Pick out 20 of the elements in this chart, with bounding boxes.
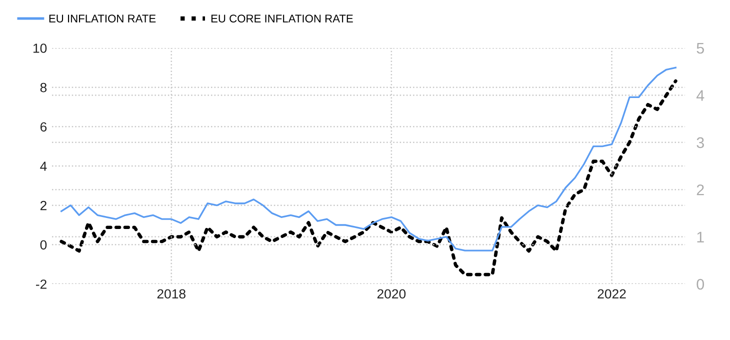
x-tick-label: 2018 bbox=[157, 289, 186, 299]
y-tick-label: 4 bbox=[40, 162, 47, 171]
y2-tick-label: 1 bbox=[697, 232, 704, 242]
y-tick-label: 6 bbox=[40, 122, 47, 132]
y2-tick-label: 3 bbox=[696, 137, 704, 148]
y-tick-label: 8 bbox=[40, 82, 47, 92]
y-tick-label: 0 bbox=[40, 240, 47, 250]
x-tick-label: 2022 bbox=[598, 289, 626, 299]
y-tick-label: -2 bbox=[36, 280, 46, 289]
y-tick-label: 2 bbox=[40, 200, 46, 210]
y2-tick-label: 4 bbox=[696, 90, 704, 101]
legend-label: EU CORE INFLATION RATE bbox=[211, 14, 353, 22]
line-series bbox=[60, 79, 678, 276]
y-tick-label: 10 bbox=[33, 44, 47, 53]
y2-tick-label: 2 bbox=[696, 184, 704, 196]
line-series bbox=[60, 66, 676, 252]
legend-label: EU INFLATION RATE bbox=[49, 14, 156, 22]
x-tick-label: 2020 bbox=[377, 289, 406, 299]
y2-tick-label: 0 bbox=[696, 278, 704, 290]
y2-tick-label: 5 bbox=[696, 43, 704, 54]
